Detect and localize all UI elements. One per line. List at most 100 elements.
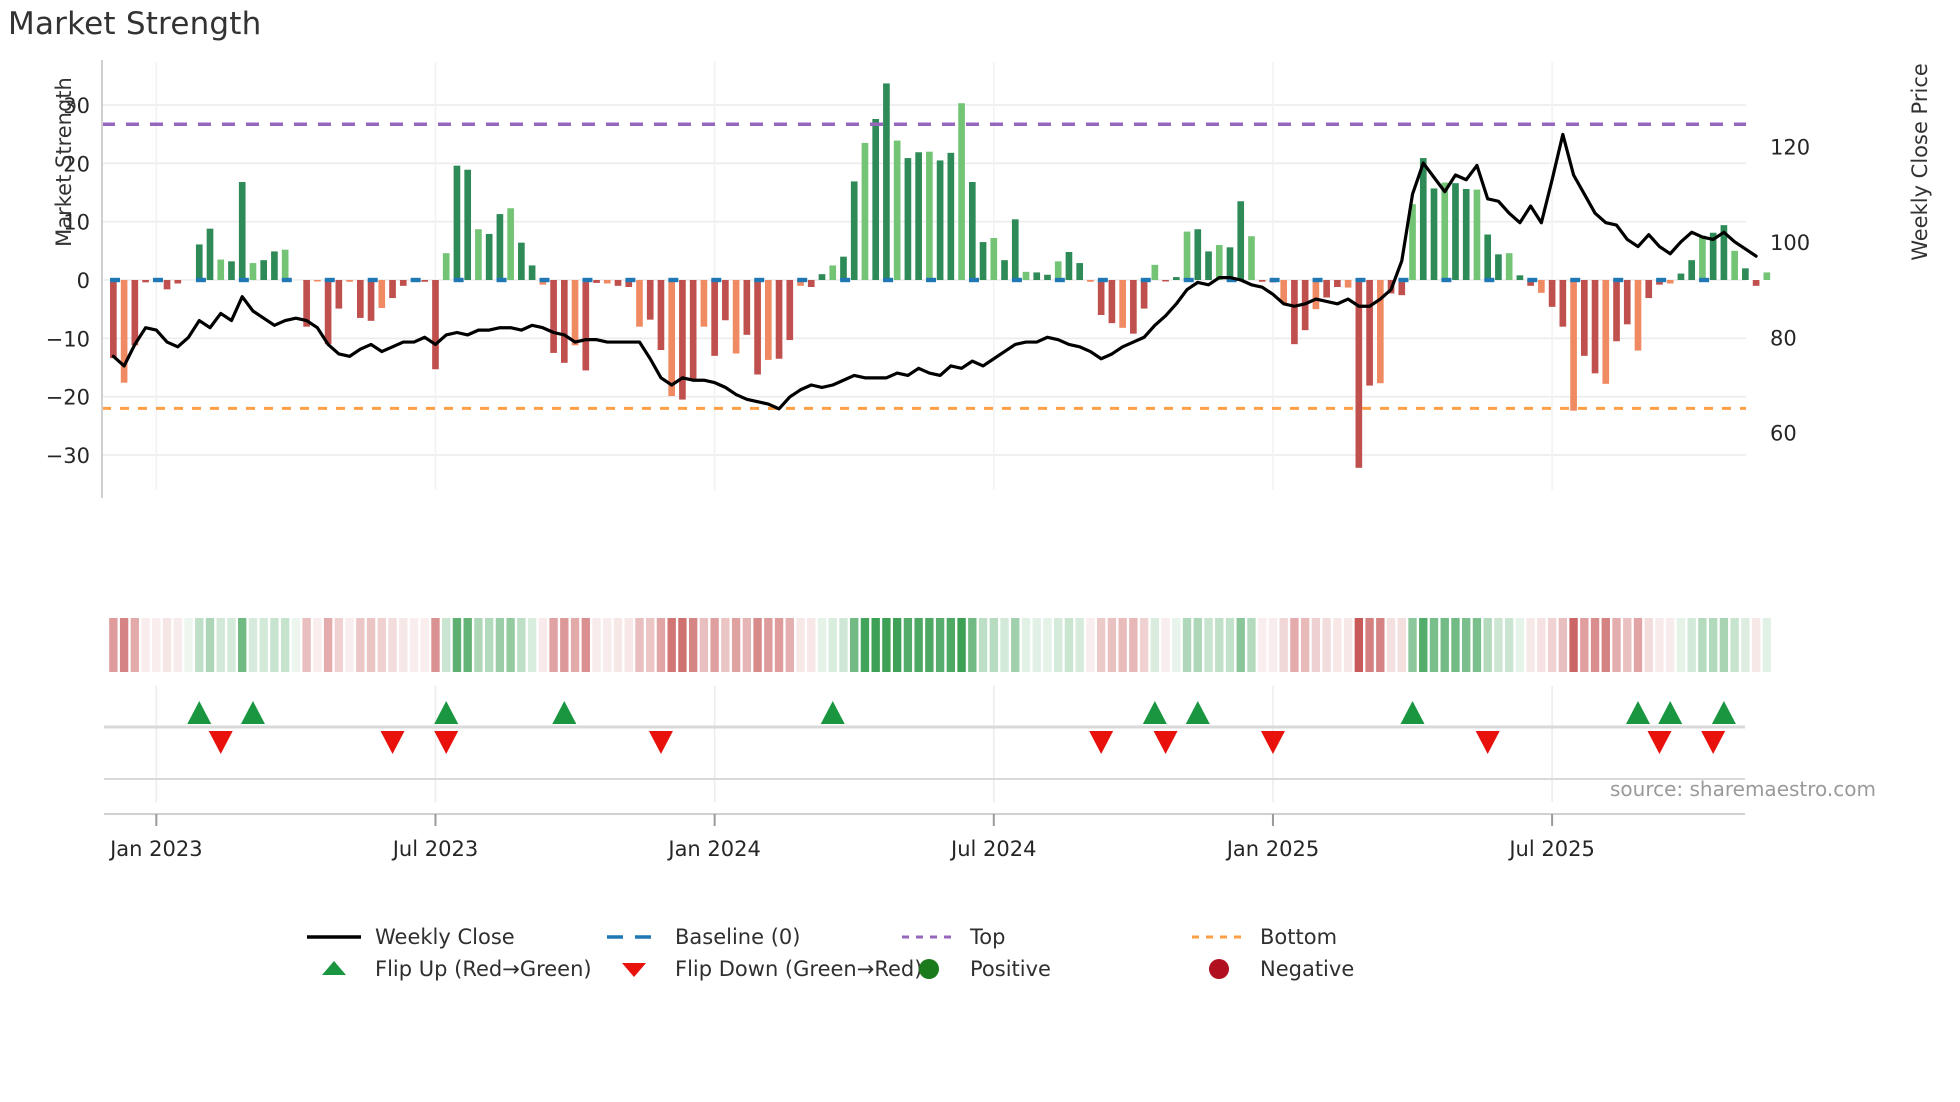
heatmap-cell (1569, 618, 1578, 672)
flip-up-marker[interactable] (187, 701, 212, 724)
bar-negative (582, 280, 590, 371)
bar-negative (754, 280, 761, 375)
flip-up-marker[interactable] (820, 701, 845, 724)
bar-negative (1656, 280, 1663, 285)
flip-down-marker[interactable] (434, 731, 459, 754)
heatmap-cell (678, 618, 687, 672)
bar-negative (700, 280, 708, 327)
heatmap-cell (613, 618, 623, 672)
baseline-segment (926, 277, 937, 283)
heatmap-cell (1311, 618, 1321, 672)
bar-negative (378, 280, 386, 308)
flip-markers-strip (104, 701, 1745, 815)
baseline-segment (1269, 277, 1280, 283)
bar-negative (657, 280, 665, 350)
heatmap-cell (1515, 618, 1525, 672)
flip-up-marker[interactable] (1658, 701, 1683, 724)
flip-up-marker[interactable] (1142, 701, 1167, 724)
bar-negative (1645, 280, 1653, 299)
bar-negative (1634, 280, 1642, 351)
legend-item[interactable]: Flip Down (Green→Red) (605, 957, 922, 981)
flip-down-marker[interactable] (1153, 731, 1178, 754)
heatmap-cell (409, 618, 419, 672)
bar-positive (475, 229, 482, 280)
bar-positive (926, 151, 933, 280)
legend-item[interactable]: Bottom (1190, 925, 1337, 949)
heatmap-cell (248, 618, 258, 672)
bar-positive (518, 242, 525, 280)
flip-down-marker[interactable] (1260, 731, 1285, 754)
heatmap-cell (1043, 618, 1052, 672)
heatmap-cell (205, 618, 215, 672)
heatmap-cell (1687, 618, 1696, 672)
bar-positive (507, 208, 514, 280)
flip-up-marker[interactable] (1400, 701, 1425, 724)
bar-negative (389, 280, 396, 299)
legend-item[interactable]: Baseline (0) (605, 925, 800, 949)
legend-item[interactable]: Negative (1190, 957, 1354, 981)
heatmap-cell (667, 618, 676, 672)
heatmap-cell (1161, 618, 1170, 672)
heatmap-cell (366, 618, 376, 672)
flip-up-marker[interactable] (552, 701, 577, 724)
heatmap-cell (774, 618, 784, 672)
bar-negative (1398, 280, 1406, 296)
heatmap-cell (270, 618, 279, 672)
baseline-segment (1613, 277, 1624, 283)
heatmap-cell (1537, 618, 1546, 672)
legend-item-label: Baseline (0) (675, 925, 801, 949)
heatmap-cell (119, 618, 129, 672)
heatmap-cell (506, 618, 515, 672)
baseline-segment (367, 277, 378, 283)
bar-positive (1022, 271, 1030, 280)
legend-item[interactable]: Positive (900, 957, 1051, 981)
heatmap-cell (925, 618, 934, 672)
baseline-segment (1699, 277, 1710, 283)
flip-up-marker[interactable] (240, 701, 265, 724)
flip-up-marker[interactable] (1626, 701, 1650, 724)
heatmap-cell (764, 618, 773, 672)
flip-down-marker[interactable] (648, 731, 673, 754)
legend-item-label: Negative (1260, 957, 1355, 981)
bar-positive (850, 181, 858, 280)
baseline-segment (1570, 277, 1581, 283)
heatmap-cell (280, 618, 290, 672)
baseline-segment (195, 277, 206, 283)
flip-up-marker[interactable] (434, 701, 459, 724)
baseline-segment (1656, 277, 1667, 283)
heatmap-cell (1150, 618, 1160, 672)
legend-item[interactable]: Flip Up (Red→Green) (305, 957, 592, 981)
bar-positive (442, 253, 450, 280)
bar-positive (1688, 260, 1696, 280)
bar-positive (861, 142, 869, 280)
flip-down-marker[interactable] (1647, 731, 1672, 754)
legend-item[interactable]: Top (900, 925, 1005, 949)
bar-negative (421, 280, 429, 282)
bar-positive (947, 152, 955, 280)
baseline-segment (797, 277, 808, 283)
bar-negative (775, 280, 783, 359)
heatmap-cell (1526, 618, 1535, 672)
heatmap-cell (817, 618, 827, 672)
bar-negative (1140, 280, 1148, 309)
baseline-segment (668, 277, 679, 283)
heatmap-cell (517, 618, 526, 672)
flip-down-marker[interactable] (208, 731, 233, 754)
flip-down-marker[interactable] (1475, 731, 1500, 754)
heatmap-cell (839, 618, 848, 672)
flip-up-marker[interactable] (1711, 701, 1736, 724)
heatmap-cell (463, 618, 472, 672)
flip-down-swatch (622, 963, 646, 977)
heatmap-cell (431, 618, 440, 672)
flip-down-marker[interactable] (380, 731, 405, 754)
flip-up-marker[interactable] (1185, 701, 1210, 724)
baseline-segment (110, 277, 121, 283)
bar-negative (550, 280, 557, 353)
bar-negative (1580, 280, 1588, 356)
heatmap-cell (1644, 618, 1653, 672)
flip-down-marker[interactable] (1701, 731, 1726, 754)
bar-positive (1183, 231, 1191, 280)
bar-negative (324, 280, 332, 345)
flip-down-marker[interactable] (1089, 731, 1114, 754)
legend-item[interactable]: Weekly Close (305, 925, 515, 949)
